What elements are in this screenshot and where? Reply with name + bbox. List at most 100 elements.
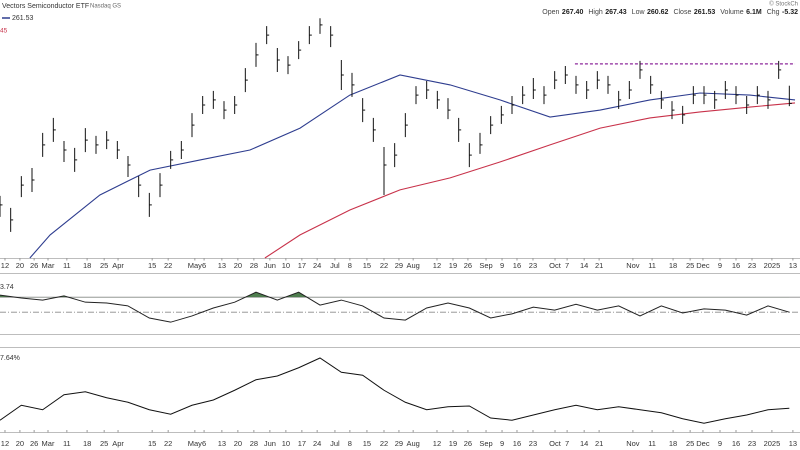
x-tick-label: 28 <box>250 439 258 448</box>
quote-value: 267.40 <box>562 9 584 16</box>
x-tick-label: 21 <box>595 261 603 270</box>
x-tick-label: 16 <box>513 261 521 270</box>
x-tick-label: 10 <box>282 261 290 270</box>
x-tick-label: 9 <box>500 261 504 270</box>
x-tick-label: Jul <box>330 439 340 448</box>
x-tick-label: 11 <box>63 261 71 270</box>
x-tick-label: 25 <box>686 439 694 448</box>
quote-value: -5.32 <box>782 9 798 16</box>
x-tick-label: 22 <box>380 439 388 448</box>
area-above <box>0 292 307 298</box>
x-tick-label: Sep <box>479 439 492 448</box>
x-tick-label: 16 <box>732 439 740 448</box>
x-tick-label: 8 <box>348 439 352 448</box>
x-tick-label: 24 <box>313 439 321 448</box>
quote-label: Open <box>542 9 559 16</box>
x-tick-label: 26 <box>464 261 472 270</box>
panel-label: 7.64% <box>0 355 20 362</box>
x-tick-label: Dec <box>696 439 710 448</box>
x-tick-label: 22 <box>164 261 172 270</box>
x-tick-label: 9 <box>500 439 504 448</box>
x-tick-label: 7 <box>565 439 569 448</box>
x-tick-label: 8 <box>348 261 352 270</box>
x-tick-label: 20 <box>16 261 24 270</box>
x-tick-label: 20 <box>234 439 242 448</box>
x-tick-label: 15 <box>363 261 371 270</box>
x-tick-label: May <box>188 439 202 448</box>
exchange: Nasdaq GS <box>90 4 121 10</box>
copyright: © StockCh <box>769 1 798 8</box>
x-tick-label: 22 <box>380 261 388 270</box>
x-tick-label: 12 <box>1 261 9 270</box>
x-tick-label: 12 <box>1 439 9 448</box>
quote-label: High <box>588 9 603 16</box>
x-tick-label: 9 <box>718 261 722 270</box>
x-tick-label: 20 <box>16 439 24 448</box>
x-tick-label: 23 <box>529 439 537 448</box>
x-tick-label: 26 <box>30 439 38 448</box>
x-tick-label: 15 <box>148 439 156 448</box>
x-tick-label: 9 <box>718 439 722 448</box>
moving-average <box>264 102 796 259</box>
quote-value: 267.43 <box>605 9 627 16</box>
x-tick-label: 29 <box>395 261 403 270</box>
x-tick-label: 12 <box>433 439 441 448</box>
x-tick-label: 21 <box>595 439 603 448</box>
x-tick-label: Mar <box>42 261 55 270</box>
quote-label: Low <box>632 9 646 16</box>
x-tick-label: 15 <box>363 439 371 448</box>
x-tick-label: Jun <box>264 261 276 270</box>
x-tick-label: 18 <box>83 261 91 270</box>
x-tick-label: 12 <box>433 261 441 270</box>
x-tick-label: 13 <box>789 439 797 448</box>
x-tick-label: May <box>188 261 202 270</box>
quote-label: Volume <box>720 9 743 16</box>
x-tick-label: 16 <box>732 261 740 270</box>
quote-label: Chg <box>767 9 780 16</box>
x-tick-label: 23 <box>529 261 537 270</box>
quote-label: Close <box>673 9 691 16</box>
x-tick-label: 17 <box>298 439 306 448</box>
x-tick-label: Dec <box>696 261 710 270</box>
x-tick-label: 19 <box>449 261 457 270</box>
x-tick-label: Oct <box>549 261 562 270</box>
x-tick-label: 20 <box>234 261 242 270</box>
x-tick-label: 7 <box>565 261 569 270</box>
x-tick-label: 15 <box>148 261 156 270</box>
x-tick-label: 11 <box>648 261 656 270</box>
x-tick-label: Jul <box>330 261 340 270</box>
x-tick-label: 6 <box>202 261 206 270</box>
symbol-title: Vectors Semiconductor ETF <box>2 3 89 10</box>
x-tick-label: Mar <box>42 439 55 448</box>
moving-average <box>29 74 796 259</box>
x-tick-label: Jun <box>264 439 276 448</box>
x-tick-label: 14 <box>580 261 588 270</box>
x-tick-label: 26 <box>30 261 38 270</box>
x-tick-label: Nov <box>626 261 640 270</box>
x-tick-label: 11 <box>648 439 656 448</box>
x-tick-label: 13 <box>218 261 226 270</box>
quote-value: 261.53 <box>694 9 716 16</box>
x-tick-label: 24 <box>313 261 321 270</box>
x-tick-label: Aug <box>406 261 419 270</box>
x-tick-label: 22 <box>164 439 172 448</box>
x-tick-label: 10 <box>282 439 290 448</box>
panel-label: 3.74 <box>0 284 14 291</box>
x-tick-label: 13 <box>218 439 226 448</box>
x-tick-label: Apr <box>112 261 124 270</box>
x-tick-label: Oct <box>549 439 562 448</box>
x-tick-label: 23 <box>748 439 756 448</box>
x-tick-label: 2025 <box>764 261 781 270</box>
x-tick-label: 19 <box>449 439 457 448</box>
x-tick-label: Apr <box>112 439 124 448</box>
x-tick-label: 25 <box>100 261 108 270</box>
x-tick-label: 26 <box>464 439 472 448</box>
x-tick-label: 17 <box>298 261 306 270</box>
x-tick-label: 14 <box>580 439 588 448</box>
x-tick-label: 18 <box>83 439 91 448</box>
x-tick-label: 18 <box>669 439 677 448</box>
x-tick-label: Nov <box>626 439 640 448</box>
ma-label: 45 <box>0 28 8 35</box>
x-tick-label: 2025 <box>764 439 781 448</box>
